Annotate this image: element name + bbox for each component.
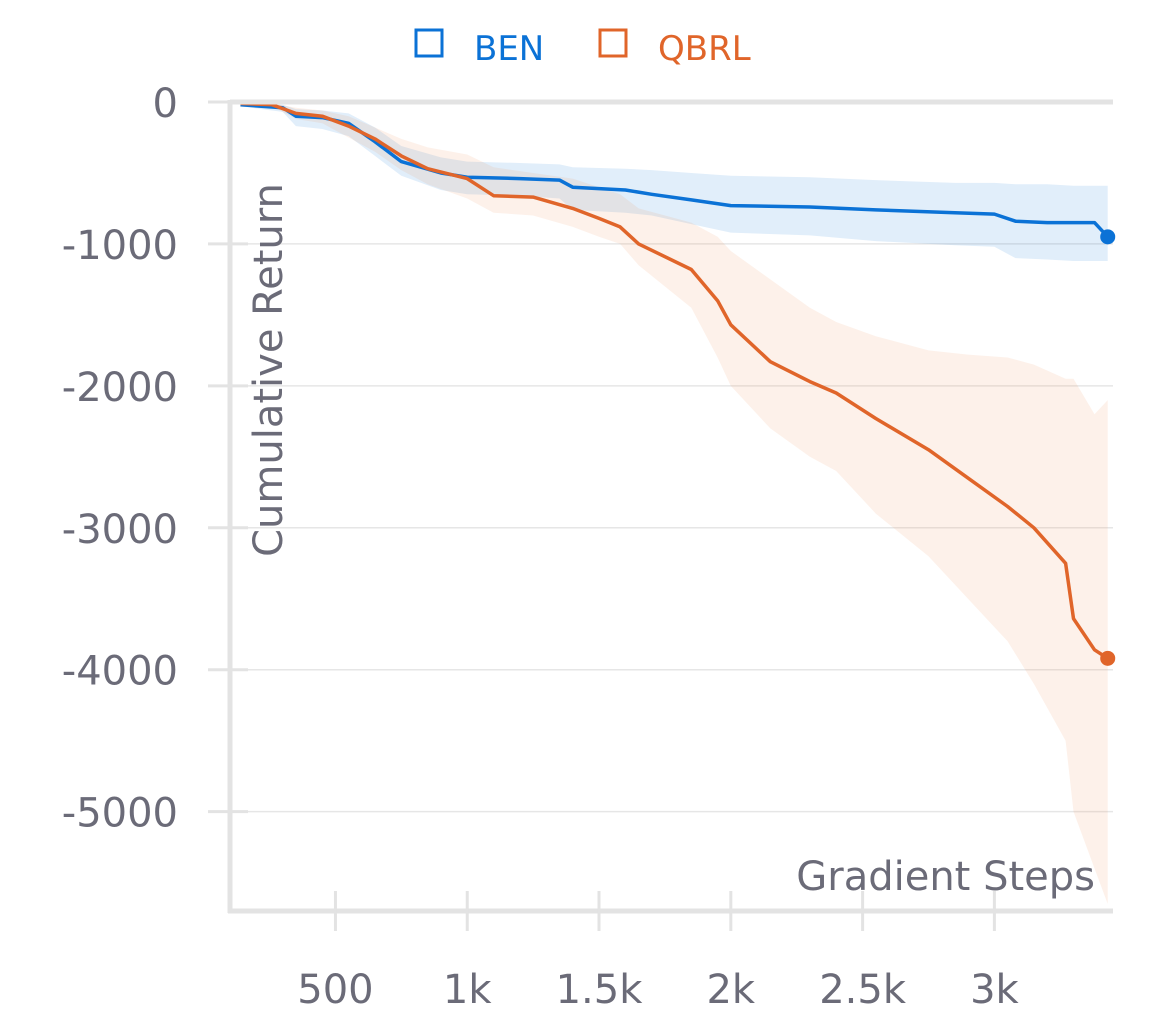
x-tick-label: 1k <box>443 967 492 1013</box>
legend[interactable]: BEN QBRL <box>414 28 751 69</box>
legend-item-qbrl[interactable]: QBRL <box>598 28 751 69</box>
x-tick-label: 500 <box>297 967 373 1013</box>
qbrl-line <box>240 101 1109 660</box>
x-tick-label: 3k <box>970 967 1019 1013</box>
x-tick-label: 2.5k <box>819 967 907 1013</box>
grid <box>230 243 1113 813</box>
x-tick-label: 2k <box>706 967 755 1013</box>
ben-line <box>240 103 1109 238</box>
x-axis-title: Gradient Steps <box>796 854 1095 900</box>
y-tick-label: -2000 <box>62 365 178 411</box>
y-tick-label: -1000 <box>62 223 178 269</box>
axes <box>227 99 1113 914</box>
legend-label-ben: BEN <box>474 29 544 69</box>
ben-confidence-band <box>240 103 1108 262</box>
confidence-bands <box>240 102 1108 904</box>
qbrl-end-point <box>1100 650 1116 666</box>
legend-swatch-ben <box>414 28 444 58</box>
y-tick-label: -4000 <box>62 649 178 695</box>
y-axis-title: Cumulative Return <box>246 183 292 557</box>
x-tick-label: 1.5k <box>556 967 644 1013</box>
ben-end-point <box>1100 229 1116 245</box>
y-ticks: 0 -1000 -2000 -3000 -4000 -5000 <box>62 81 248 837</box>
y-tick-label: -3000 <box>62 507 178 553</box>
legend-item-ben[interactable]: BEN <box>414 28 544 69</box>
y-tick-label: 0 <box>153 81 178 127</box>
y-tick-label: -5000 <box>62 791 178 837</box>
legend-label-qbrl: QBRL <box>658 29 751 69</box>
x-ticks: 500 1k 1.5k 2k 2.5k 3k <box>297 891 1020 1013</box>
series-lines <box>240 101 1116 666</box>
legend-swatch-qbrl <box>598 28 628 58</box>
